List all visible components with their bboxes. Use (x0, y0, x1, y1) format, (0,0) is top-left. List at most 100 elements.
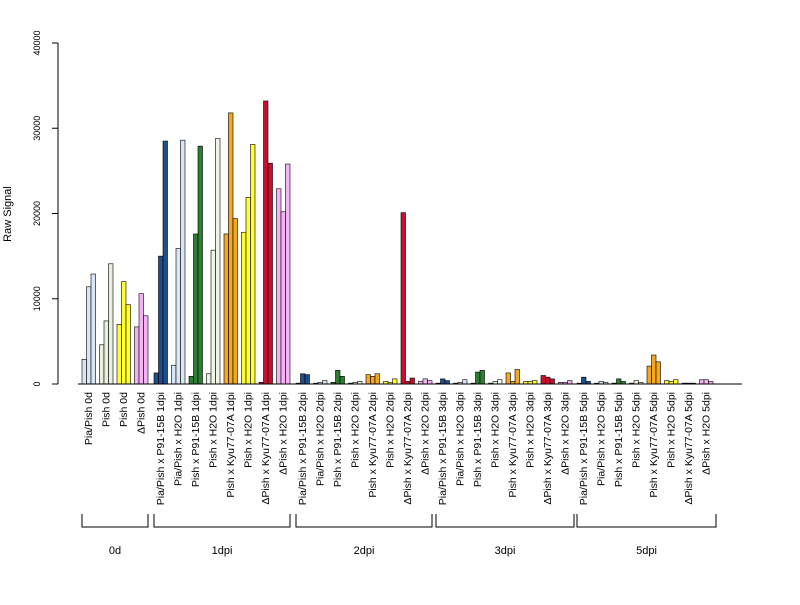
y-tick-label: 20000 (32, 201, 42, 226)
category-label: Pia/Pish x H2O 5dpi (595, 392, 607, 486)
group-bracket (435, 514, 575, 528)
bar (125, 304, 131, 385)
bar (335, 370, 341, 385)
bar (462, 379, 468, 385)
bar (250, 144, 256, 385)
bar (422, 378, 428, 385)
bar (285, 163, 291, 385)
category-label: Pia/Pish 0d (83, 392, 95, 445)
y-axis: 0 10000 20000 30000 40000 (32, 30, 59, 387)
group-bracket (295, 514, 433, 528)
bar (633, 380, 639, 385)
bar (651, 354, 657, 385)
bar (699, 379, 705, 385)
category-label: Pish x P91-15B 5dpi (613, 392, 625, 487)
group-label: 2dpi (354, 545, 375, 557)
bar (206, 373, 212, 385)
bar (86, 286, 92, 385)
group-bracket (153, 514, 291, 528)
category-label: Pish x H2O 3dpi (524, 392, 536, 468)
bar (440, 378, 446, 385)
bar (215, 138, 221, 385)
bar (427, 380, 433, 385)
y-tick-label: 30000 (32, 116, 42, 141)
bar (158, 255, 164, 385)
group-bracket (81, 514, 149, 528)
bar (280, 211, 286, 385)
category-label: Pia/Pish x H2O 1dpi (172, 392, 184, 486)
category-label: ΔPish 0d (135, 392, 147, 434)
category-label: ΔPish x H2O 2dpi (419, 392, 431, 475)
bar (392, 378, 398, 385)
bars (81, 100, 714, 385)
category-label: Pia/Pish x P91-15B 5dpi (578, 392, 590, 505)
category-label: ΔPish x Kyu77-07A 2dpi (402, 392, 414, 505)
category-label: Pish x H2O 1dpi (242, 392, 254, 468)
bar (171, 364, 177, 385)
bar (138, 293, 144, 385)
bar (567, 380, 573, 385)
category-label: ΔPish x H2O 3dpi (559, 392, 571, 475)
category-label: Pia/Pish x H2O 2dpi (314, 392, 326, 486)
bar (210, 249, 216, 385)
bar (232, 218, 238, 385)
category-label: Pish x H2O 5dpi (630, 392, 642, 468)
category-label: ΔPish x Kyu77-07A 5dpi (683, 392, 695, 505)
bar (276, 188, 282, 385)
bar (81, 358, 87, 385)
bar (153, 372, 159, 385)
bar (616, 378, 622, 385)
group-bracket (576, 514, 717, 528)
category-label: Pish x P91-15B 1dpi (190, 392, 202, 487)
bar (409, 377, 415, 385)
group-label: 1dpi (212, 545, 233, 557)
bar (121, 281, 127, 385)
bar (497, 379, 503, 385)
bar (479, 370, 485, 385)
bar (241, 231, 247, 385)
bar (475, 371, 481, 385)
group-brackets: 0d 1dpi 2dpi 3dpi 5dpi (81, 514, 717, 557)
category-label: ΔPish x H2O 5dpi (700, 392, 712, 475)
bar (116, 324, 122, 385)
bar (143, 315, 149, 385)
category-label: Pish x P91-15B 2dpi (332, 392, 344, 487)
bar (339, 376, 345, 385)
category-label: Pia/Pish x P91-15B 2dpi (297, 392, 309, 505)
bar (228, 112, 234, 385)
bar (175, 248, 181, 385)
y-tick-label: 10000 (32, 286, 42, 311)
bar (245, 197, 251, 385)
bar (108, 263, 114, 385)
bar (267, 162, 273, 385)
group-label: 0d (109, 545, 121, 557)
bar (365, 374, 371, 385)
bar (103, 320, 109, 385)
bar (646, 365, 652, 385)
category-label: Pish x P91-15B 3dpi (472, 392, 484, 487)
bar (180, 139, 186, 385)
bar (162, 140, 168, 385)
bar (581, 376, 587, 385)
bar (99, 344, 105, 385)
category-label: Pia/Pish x P91-15B 3dpi (437, 392, 449, 505)
bar (400, 212, 406, 385)
y-tick-label: 40000 (32, 30, 42, 55)
bar (673, 379, 679, 385)
bar (549, 378, 555, 385)
group-label: 3dpi (495, 545, 516, 557)
category-label: Pish x H2O 3dpi (489, 392, 501, 468)
bar (532, 380, 538, 385)
category-label: Pish x H2O 2dpi (384, 392, 396, 468)
bar (655, 361, 661, 385)
bar (188, 376, 194, 385)
bar (263, 100, 269, 385)
category-label: Pish 0d (100, 392, 112, 427)
bar (193, 233, 199, 385)
y-axis-label: Raw Signal (2, 186, 14, 242)
category-label: Pish x Kyu77-07A 1dpi (225, 392, 237, 498)
bar (545, 376, 551, 385)
bar (300, 373, 306, 385)
bar (134, 326, 140, 385)
